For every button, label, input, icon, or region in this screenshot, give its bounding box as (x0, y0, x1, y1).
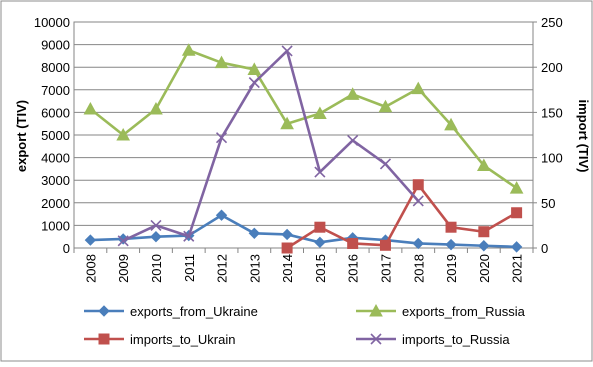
y-tick-label: 2000 (41, 196, 70, 211)
y2-tick-label: 0 (541, 241, 548, 256)
data-point (247, 62, 262, 75)
legend: exports_from_Ukraine exports_from_Russiai… (84, 303, 526, 347)
x-tick-label: 2015 (313, 254, 328, 283)
x-tick-label: 2016 (346, 254, 361, 283)
series-imports-to-russia (117, 45, 424, 247)
data-point (345, 87, 360, 100)
data-point (149, 101, 163, 115)
x-tick-label: 2011 (182, 254, 197, 282)
legend-label: exports_from_Russia (402, 304, 526, 319)
x-tick-label: 2021 (510, 254, 525, 283)
y2-tick-label: 150 (541, 105, 563, 120)
data-point (478, 240, 490, 252)
data-point (313, 106, 327, 120)
data-point (98, 333, 110, 345)
legend-label: exports_from_Ukraine (130, 304, 258, 319)
data-point (314, 236, 326, 249)
y-tick-label: 1000 (41, 218, 70, 233)
data-point (314, 221, 326, 233)
series-line (89, 48, 518, 190)
data-point (281, 228, 293, 241)
data-point (412, 237, 424, 250)
y-tick-label: 4000 (41, 151, 70, 166)
data-point (215, 209, 228, 221)
data-point (183, 230, 195, 242)
data-point (314, 166, 326, 178)
y2-tick-label: 250 (541, 15, 563, 30)
data-point (379, 158, 392, 170)
y-tick-label: 8000 (41, 60, 70, 75)
data-point (347, 134, 359, 146)
y2-tick-label: 100 (541, 151, 563, 166)
x-tick-label: 2019 (444, 254, 459, 283)
data-point (150, 230, 162, 243)
data-point (510, 241, 523, 253)
x-tick-label: 2017 (378, 254, 393, 283)
data-point (411, 81, 426, 95)
data-point (280, 116, 294, 130)
data-point (281, 45, 293, 57)
data-point (281, 242, 293, 254)
data-point (378, 99, 393, 113)
x-tick-label: 2008 (83, 254, 98, 283)
y2-axis-label: import (TIV) (576, 100, 591, 173)
data-point (445, 221, 457, 233)
legend-item: imports_to_Ukrain (84, 332, 236, 347)
x-tick-label: 2009 (116, 254, 131, 283)
legend-item: imports_to_Russia (356, 332, 510, 347)
x-tick-label: 2013 (247, 254, 262, 283)
series-line (122, 49, 420, 242)
data-point (511, 207, 523, 219)
data-point (478, 226, 490, 238)
data-point (117, 235, 129, 247)
data-point (83, 101, 98, 115)
data-point (214, 55, 229, 69)
data-point (476, 158, 491, 172)
data-point (150, 219, 162, 231)
axes: 0100020003000400050006000700080009000100… (34, 15, 563, 283)
data-point (98, 305, 110, 317)
legend-item: exports_from_Russia (356, 303, 526, 319)
data-point (379, 239, 391, 251)
data-point (347, 237, 359, 249)
x-tick-label: 2020 (477, 254, 492, 283)
y-tick-label: 9000 (41, 38, 70, 53)
series-imports-to-ukrain (281, 179, 523, 254)
x-tick-label: 2012 (215, 254, 230, 283)
data-point (370, 333, 382, 345)
data-point (444, 117, 458, 131)
series (83, 43, 524, 254)
data-point (412, 179, 424, 191)
data-point (509, 181, 524, 194)
data-point (215, 132, 228, 144)
y-tick-label: 10000 (34, 15, 70, 30)
x-tick-label: 2014 (280, 254, 295, 283)
legend-label: imports_to_Russia (402, 332, 510, 347)
y-tick-label: 3000 (41, 173, 70, 188)
data-point (84, 234, 97, 246)
y2-tick-label: 200 (541, 60, 563, 75)
data-point (369, 303, 383, 317)
series-exports-from-russia (83, 43, 524, 194)
y-tick-label: 0 (63, 241, 70, 256)
data-point (181, 43, 196, 56)
data-point (445, 238, 457, 251)
y-tick-label: 6000 (41, 105, 70, 120)
data-point (248, 77, 260, 89)
y2-tick-label: 50 (541, 196, 555, 211)
legend-label: imports_to_Ukrain (130, 332, 236, 347)
legend-item: exports_from_Ukraine (84, 304, 258, 319)
data-point (412, 195, 424, 207)
x-tick-label: 2010 (149, 254, 164, 283)
x-tick-label: 2018 (411, 254, 426, 283)
data-point (248, 227, 261, 240)
y-tick-label: 5000 (41, 128, 70, 143)
y-tick-label: 7000 (41, 83, 70, 98)
y-axis-label: export (TIV) (14, 100, 29, 172)
data-point (116, 127, 131, 141)
